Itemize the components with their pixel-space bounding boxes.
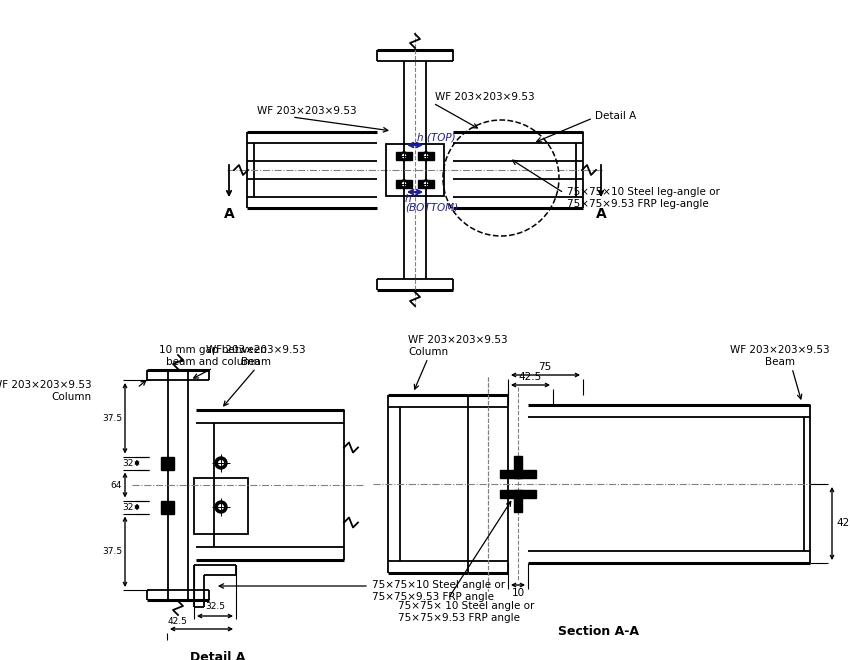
Text: 37.5: 37.5 <box>102 414 122 423</box>
Text: 75×75×10 Steel leg-angle or
75×75×9.53 FRP leg-angle: 75×75×10 Steel leg-angle or 75×75×9.53 F… <box>567 187 720 209</box>
Text: 37.5: 37.5 <box>102 547 122 556</box>
Text: WF 203×203×9.53: WF 203×203×9.53 <box>257 106 357 116</box>
Bar <box>418 180 434 188</box>
Text: A: A <box>224 207 235 221</box>
Text: 42.5: 42.5 <box>518 372 542 382</box>
Text: 32.5: 32.5 <box>205 602 225 611</box>
Circle shape <box>422 180 430 188</box>
Text: Section A-A: Section A-A <box>558 625 639 638</box>
Text: WF 203×203×9.53
Beam: WF 203×203×9.53 Beam <box>207 345 306 367</box>
Text: 42.5: 42.5 <box>836 519 850 529</box>
Circle shape <box>218 505 224 510</box>
Text: 32: 32 <box>122 459 134 467</box>
Text: 75×75×10 Steel angle or
75×75×9.53 FRP angle: 75×75×10 Steel angle or 75×75×9.53 FRP a… <box>372 580 505 602</box>
Bar <box>194 478 248 534</box>
Text: h (TOP): h (TOP) <box>417 132 456 142</box>
Bar <box>162 457 174 469</box>
Circle shape <box>424 154 428 158</box>
Bar <box>500 470 536 478</box>
Bar <box>500 490 536 498</box>
Bar <box>514 456 522 478</box>
Text: 32: 32 <box>122 502 134 512</box>
Text: h: h <box>405 194 411 204</box>
Text: Detail A: Detail A <box>190 651 246 660</box>
Text: 42.5: 42.5 <box>168 617 188 626</box>
Text: WF 203×203×9.53
Column: WF 203×203×9.53 Column <box>408 335 507 357</box>
Circle shape <box>215 501 227 513</box>
Circle shape <box>400 180 408 188</box>
Circle shape <box>424 182 428 185</box>
Circle shape <box>403 154 405 158</box>
Circle shape <box>400 152 408 160</box>
Bar <box>418 152 434 160</box>
Text: WF 203×203×9.53: WF 203×203×9.53 <box>435 92 535 102</box>
Text: 75×75× 10 Steel angle or
75×75×9.53 FRP angle: 75×75× 10 Steel angle or 75×75×9.53 FRP … <box>398 601 535 622</box>
Circle shape <box>215 457 227 469</box>
Text: (BOTTOM): (BOTTOM) <box>405 203 458 213</box>
Text: 64: 64 <box>110 480 122 490</box>
Text: 10 mm gap between
beam and column: 10 mm gap between beam and column <box>159 345 267 367</box>
Circle shape <box>403 182 405 185</box>
Text: A: A <box>596 207 606 221</box>
Text: WF 203×203×9.53
Beam: WF 203×203×9.53 Beam <box>730 345 830 367</box>
Bar <box>396 180 412 188</box>
Text: Detail A: Detail A <box>595 111 637 121</box>
Circle shape <box>422 152 430 160</box>
Bar <box>386 144 444 196</box>
Text: 75: 75 <box>538 362 552 372</box>
Bar <box>514 490 522 512</box>
Bar <box>396 152 412 160</box>
Text: WF 203×203×9.53
Column: WF 203×203×9.53 Column <box>0 380 92 401</box>
Bar <box>162 500 174 513</box>
Text: 10: 10 <box>512 588 524 598</box>
Circle shape <box>218 461 224 465</box>
